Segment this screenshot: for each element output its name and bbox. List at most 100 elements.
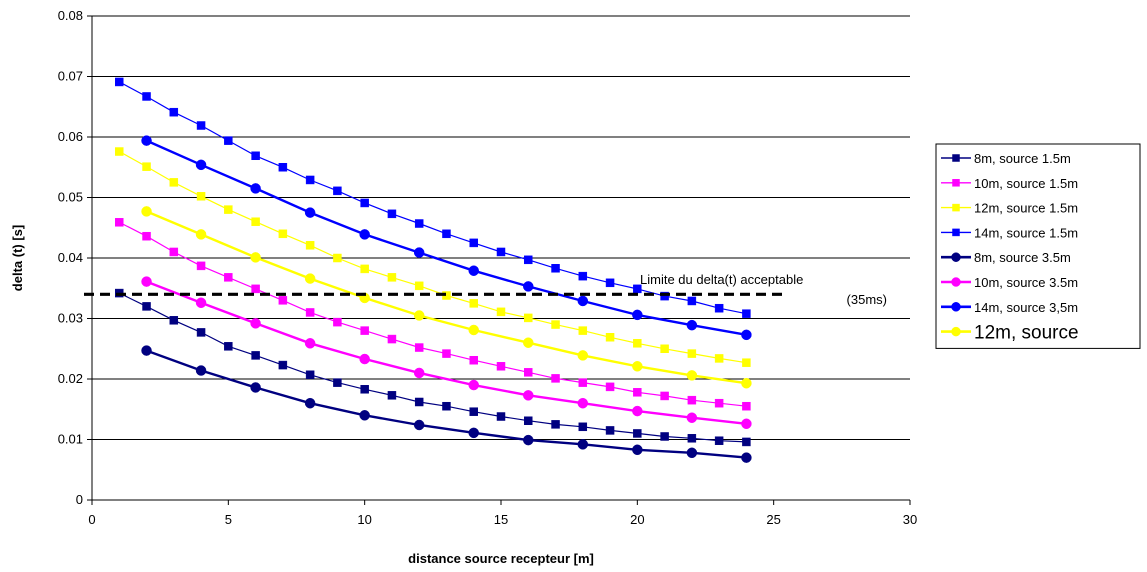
data-point-circle [468,427,479,439]
data-point-circle [632,309,643,321]
data-point-circle [195,229,207,240]
data-point-circle [741,452,752,463]
data-point-square [169,247,179,257]
y-tick-label: 0.06 [58,129,83,144]
data-point-circle [195,365,207,376]
data-point-square [387,209,397,219]
x-tick-label: 20 [630,512,644,527]
legend-label: 10m, source 3.5m [974,275,1078,290]
data-point-circle [523,390,534,401]
y-axis-title: delta (t) [s] [10,225,25,291]
data-point-square [251,151,260,161]
data-point-square [442,349,451,358]
data-point-square [360,385,369,394]
data-point-circle [250,382,261,393]
data-point-square [469,299,478,308]
data-point-square [278,296,288,305]
x-tick-label: 30 [903,512,917,527]
data-point-circle [359,410,370,421]
x-tick-labels: 0 5 10 15 20 25 30 [88,512,917,527]
series-5 [141,276,752,430]
series-line [119,221,747,407]
data-point-square [952,228,960,237]
data-point-square [660,344,669,353]
data-point-square [687,296,697,306]
y-tick-label: 0.03 [58,311,83,326]
data-point-square [742,437,751,447]
data-point-square [305,370,315,380]
data-point-square [660,432,669,441]
threshold-value-label: (35ms) [847,292,887,307]
data-point-square [333,317,342,327]
data-point-square [387,273,397,282]
data-point-square [578,271,588,281]
data-point-square [496,307,506,317]
data-point-square [115,77,124,87]
data-point-square [605,426,615,435]
data-point-square [660,291,669,301]
data-point-square [714,436,724,445]
data-point-square [224,205,233,214]
data-point-square [551,420,560,429]
data-point-circle [577,397,589,409]
series-line [146,210,747,385]
data-point-square [633,388,642,397]
data-point-square [142,231,151,241]
data-point-square [742,401,751,411]
data-point-square [952,154,960,162]
data-point-circle [686,447,698,459]
data-point-square [469,355,478,365]
legend-item: 8m, source 1.5m [941,151,1071,166]
legend-item: 10m, source 3.5m [941,275,1078,290]
data-point-square [442,401,451,411]
series-0 [115,288,751,447]
data-point-circle [304,397,316,409]
data-point-square [414,281,424,291]
data-point-square [305,241,315,250]
data-point-circle [577,350,589,361]
data-point-square [142,302,151,311]
data-point-circle [741,418,752,430]
data-point-square [278,360,288,370]
data-point-square [687,434,697,443]
data-point-circle [523,434,534,446]
legend-box [935,143,1141,349]
series-line [146,280,747,425]
legend-label: 12m, source 1.5m [974,201,1078,216]
data-point-square [524,368,533,377]
data-point-square [115,147,124,156]
data-point-square [224,136,233,145]
data-point-square [387,391,397,400]
data-point-square [196,328,206,337]
data-point-circle [523,281,534,292]
series-7 [141,206,752,389]
data-point-circle [359,229,370,240]
data-point-circle [686,370,698,381]
legend-label: 8m, source 1.5m [974,151,1071,166]
data-point-circle [304,207,316,218]
data-point-square [305,175,315,185]
data-point-circle [686,412,698,423]
data-point-square [469,407,478,416]
data-point-square [551,320,560,329]
threshold: Limite du delta(t) acceptable (35ms) [84,272,887,307]
y-tick-labels: 0 0.01 0.02 0.03 0.04 0.05 0.06 0.07 0.08 [58,8,83,507]
grid [87,15,911,505]
legend-label: 10m, source 1.5m [974,176,1078,191]
legend-label: 14m, source 1.5m [974,225,1078,240]
data-point-square [524,416,533,425]
data-point-square [414,397,424,407]
y-tick-label: 0.04 [58,250,83,265]
data-point-circle [141,206,152,217]
x-tick-label: 15 [494,512,508,527]
x-tick-label: 0 [88,512,95,527]
data-point-circle [413,419,425,431]
legend-item: 12m, source 1.5m [941,201,1078,216]
data-point-circle [577,295,589,307]
data-point-square [333,253,342,263]
series-line [146,349,747,459]
data-point-circle [741,329,752,341]
data-point-square [605,333,615,342]
series [115,77,752,463]
data-point-circle [632,444,643,456]
